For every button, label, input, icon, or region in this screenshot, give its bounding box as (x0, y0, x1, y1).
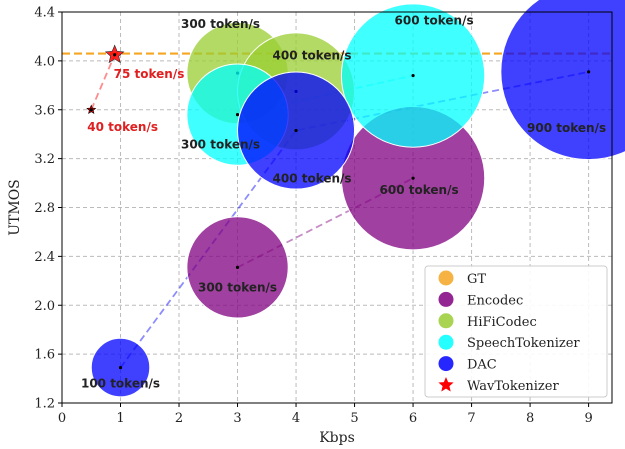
legend-entry-label: DAC (467, 358, 497, 373)
speechtokenizer-center-dot (235, 113, 240, 117)
legend-marker (438, 356, 454, 372)
dac-center-dot (586, 70, 591, 74)
dac-point-label: 100 token/s (81, 377, 160, 391)
wavtokenizer-center-dot (113, 53, 117, 57)
y-tick-label: 2.4 (34, 250, 55, 265)
encodec-point-label: 600 token/s (380, 183, 459, 197)
y-tick-label: 4.0 (34, 54, 55, 69)
x-axis-label: Kbps (319, 430, 355, 446)
legend-box (424, 265, 608, 398)
hificodec-point-label: 400 token/s (273, 48, 352, 62)
x-tick-label: 7 (467, 411, 475, 426)
x-tick-label: 9 (584, 411, 592, 426)
x-tick-label: 0 (58, 411, 66, 426)
encodec-center-dot (235, 265, 240, 269)
y-tick-label: 3.6 (34, 103, 55, 118)
axis-ticks: 0 1 2 3 4 5 6 7 8 9 1.2 1.6 2.0 2.4 2.8 3.2 3.6 4.0 4.4 (34, 6, 592, 427)
dac-point-label: 900 token/s (527, 121, 606, 135)
dac-center-dot (294, 128, 298, 133)
hificodec-point-label: 300 token/s (181, 17, 260, 31)
wavtokenizer-point-label: 75 token/s (114, 67, 185, 81)
dac-point-label: 400 token/s (273, 172, 352, 186)
bubble-labels: 300 token/s 600 token/s 300 token/s 400 tok… (81, 14, 606, 391)
wavtokenizer-center-dot (89, 108, 93, 112)
encodec-center-dot (411, 176, 415, 180)
speechtokenizer-point-label: 600 token/s (395, 14, 474, 28)
y-tick-label: 2.8 (34, 201, 55, 216)
y-tick-label: 1.2 (34, 397, 55, 412)
legend: GT Encodec HiFiCodec SpeechTokenizer DAC WavT… (424, 265, 608, 398)
bubble-layer (86, 0, 625, 398)
y-tick-label: 1.6 (34, 348, 55, 363)
dac-center-dot (118, 365, 123, 370)
speechtokenizer-center-dot (411, 73, 415, 78)
x-tick-label: 1 (116, 411, 124, 426)
y-tick-label: 3.2 (34, 152, 55, 167)
x-tick-label: 2 (175, 411, 183, 426)
legend-entry-label: WavTokenizer (467, 379, 559, 394)
x-tick-label: 5 (350, 411, 358, 426)
wavtokenizer-connector-line (90, 54, 116, 111)
y-tick-label: 4.4 (34, 6, 55, 21)
legend-entry-label: HiFiCodec (467, 315, 537, 330)
encodec-point-label: 300 token/s (198, 280, 277, 294)
x-tick-label: 6 (409, 411, 417, 426)
legend-marker (438, 291, 454, 307)
dac-bubble (500, 0, 625, 161)
legend-marker (438, 270, 454, 286)
x-tick-label: 8 (526, 411, 534, 426)
legend-entry-label: Encodec (467, 293, 523, 308)
legend-marker (438, 334, 454, 350)
y-axis-label: UTMOS (7, 179, 23, 236)
legend-star-marker (438, 377, 454, 392)
wavtokenizer-point-label: 40 token/s (87, 120, 158, 134)
legend-entry-label: SpeechTokenizer (467, 336, 580, 351)
legend-marker (438, 313, 454, 329)
y-tick-label: 2.0 (34, 299, 55, 314)
speechtokenizer-point-label: 300 token/s (181, 138, 260, 152)
x-tick-label: 4 (292, 411, 300, 426)
x-tick-label: 3 (233, 411, 241, 426)
legend-entry-label: GT (467, 272, 486, 287)
